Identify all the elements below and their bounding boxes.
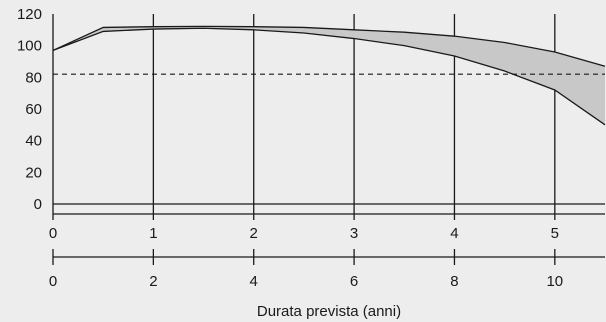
- x2-tick-label-2: 2: [149, 273, 157, 290]
- y-tick-label-20: 20: [25, 164, 42, 181]
- y-tick-labels: 0 20 40 60 80 100 120: [17, 6, 42, 213]
- y-tick-label-120: 120: [17, 6, 42, 23]
- x2-tick-label-6: 6: [350, 273, 358, 290]
- uncertainty-band: [53, 26, 605, 125]
- y-tick-label-60: 60: [25, 101, 42, 118]
- y-tick-label-0: 0: [34, 196, 42, 213]
- y-tick-label-100: 100: [17, 38, 42, 55]
- x-tick-label-3: 3: [350, 225, 358, 242]
- x-tick-label-0: 0: [49, 225, 57, 242]
- secondary-x-ticks: 0 2 4 6 8 10: [49, 249, 563, 290]
- x-axis-title: Durata prevista (anni): [257, 303, 401, 320]
- x2-tick-label-4: 4: [250, 273, 258, 290]
- x2-tick-label-10: 10: [546, 273, 563, 290]
- y-tick-label-40: 40: [25, 133, 42, 150]
- x-tick-label-4: 4: [450, 225, 458, 242]
- x-tick-label-1: 1: [149, 225, 157, 242]
- x-tick-label-2: 2: [250, 225, 258, 242]
- upper-curve: [52, 25, 606, 67]
- x2-tick-label-8: 8: [450, 273, 458, 290]
- y-tick-label-80: 80: [25, 69, 42, 86]
- x-tick-label-5: 5: [551, 225, 559, 242]
- primary-x-ticks: 0 1 2 3 4 5: [49, 214, 559, 242]
- x2-tick-label-0: 0: [49, 273, 57, 290]
